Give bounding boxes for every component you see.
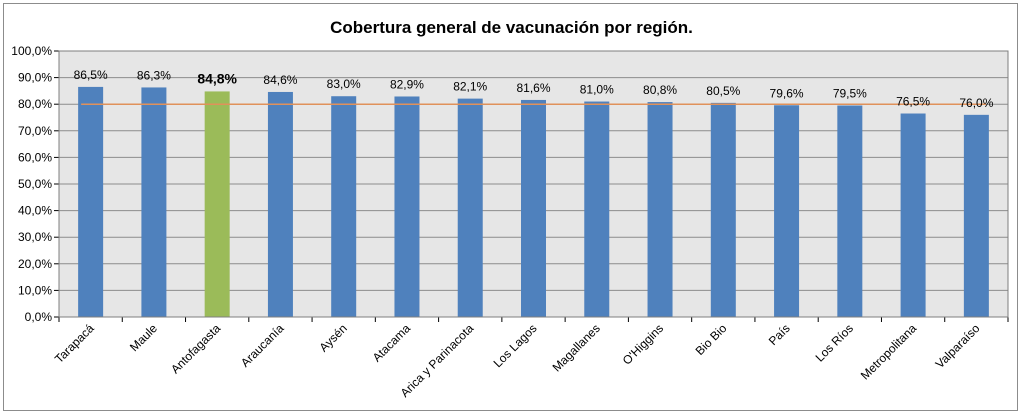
- data-label: 86,5%: [74, 68, 108, 82]
- y-tick-label: 0,0%: [25, 310, 53, 324]
- data-label: 86,3%: [137, 68, 171, 82]
- y-tick-label: 80,0%: [18, 97, 52, 111]
- data-label: 80,8%: [643, 83, 677, 97]
- bar-maule: [141, 87, 167, 317]
- y-tick-label: 20,0%: [18, 257, 52, 271]
- bar-atacama: [394, 96, 420, 318]
- y-tick-label: 10,0%: [18, 283, 52, 297]
- category-label: Los Ríos: [813, 321, 856, 364]
- y-axis-ticks: 0,0% 10,0% 20,0% 30,0% 40,0% 50,0% 60,0% 70,0% 8…: [11, 44, 59, 324]
- data-label: 84,8%: [197, 70, 237, 86]
- category-label: Maule: [127, 321, 160, 354]
- category-label: País: [766, 321, 793, 348]
- bar-ays-n: [331, 96, 357, 317]
- category-label: Tarapacá: [52, 321, 97, 366]
- bar-tarapac-: [78, 86, 104, 317]
- data-label: 83,0%: [327, 77, 361, 91]
- bar-pa-s: [774, 105, 800, 317]
- category-label: Valparaíso: [933, 321, 983, 371]
- bar-bio-bio: [710, 102, 736, 318]
- category-label: Bio Bio: [693, 321, 730, 358]
- bar-arica-y-parinacota: [457, 98, 483, 317]
- data-label: 76,5%: [896, 95, 930, 109]
- y-tick-label: 70,0%: [18, 124, 52, 138]
- y-tick-label: 100,0%: [11, 44, 52, 58]
- category-label: Metropolitana: [858, 321, 920, 383]
- chart-title: Cobertura general de vacunación por regi…: [330, 18, 693, 37]
- bar-magallanes: [584, 101, 610, 317]
- category-label: Magallanes: [550, 321, 603, 374]
- bars: [78, 86, 989, 318]
- bar-araucan-a: [267, 91, 293, 318]
- y-tick-label: 30,0%: [18, 230, 52, 244]
- plot-border: [58, 50, 1009, 318]
- category-labels: Tarapacá Maule Antofagasta Araucanía Aysén At…: [52, 317, 1009, 400]
- bar-valpara-so: [963, 114, 989, 317]
- data-label: 79,6%: [770, 86, 804, 100]
- bar-metropolitana: [900, 113, 926, 317]
- bar-o-higgins: [647, 102, 673, 318]
- bar-antofagasta: [204, 91, 230, 317]
- data-label: 76,0%: [959, 96, 993, 110]
- category-label: Antofagasta: [168, 321, 223, 376]
- data-label: 79,5%: [833, 87, 867, 101]
- data-label: 80,5%: [706, 84, 740, 98]
- bar-los-r-os: [837, 105, 863, 317]
- data-label: 81,0%: [580, 83, 614, 97]
- data-label: 82,9%: [390, 77, 424, 91]
- bar-los-lagos: [521, 99, 546, 317]
- data-label: 81,6%: [516, 81, 550, 95]
- data-label: 84,6%: [263, 73, 297, 87]
- y-tick-label: 60,0%: [18, 150, 52, 164]
- y-tick-label: 90,0%: [18, 71, 52, 85]
- category-label: O'Higgins: [620, 321, 666, 367]
- y-tick-label: 40,0%: [18, 204, 52, 218]
- category-label: Araucanía: [238, 321, 287, 370]
- y-tick-label: 50,0%: [18, 177, 52, 191]
- bar-chart: 0,0% 10,0% 20,0% 30,0% 40,0% 50,0% 60,0% 70,0% 8…: [11, 44, 1009, 400]
- data-label: 82,1%: [453, 80, 487, 94]
- category-label: Atacama: [370, 321, 414, 365]
- category-label: Los Lagos: [491, 321, 540, 370]
- data-labels: 86,5% 86,3% 84,8% 84,6% 83,0% 82,9% 82,1% 81,6%…: [74, 68, 994, 110]
- chart-frame: Cobertura general de vacunación por regi…: [3, 3, 1018, 411]
- category-label: Aysén: [316, 321, 349, 354]
